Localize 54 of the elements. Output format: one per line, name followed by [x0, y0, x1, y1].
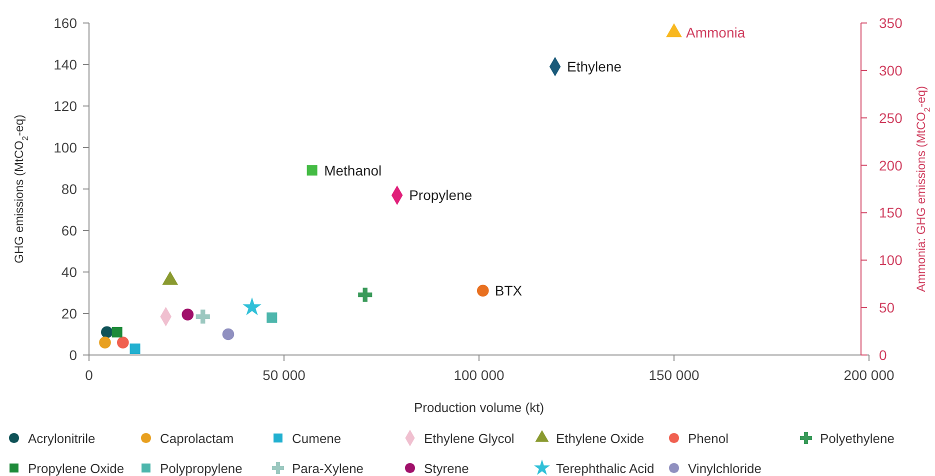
x-tick-label: 50 000 [262, 367, 306, 383]
y-tick-label: 100 [54, 140, 78, 156]
y2-tick-label: 100 [879, 252, 903, 268]
y2-tick-label: 50 [879, 300, 895, 316]
y-tick-label: 160 [54, 15, 78, 31]
point [117, 336, 129, 348]
y2-tick-label: 150 [879, 204, 903, 221]
legend-label: Ethylene Glycol [424, 431, 514, 446]
legend-label: Terephthalic Acid [556, 461, 654, 476]
y-tick-label: 140 [54, 56, 78, 72]
legend-label: Propylene Oxide [28, 461, 124, 476]
annotation: BTX [494, 282, 523, 299]
legend-label: Phenol [688, 431, 729, 446]
point [222, 328, 234, 340]
x-tick-label: 0 [85, 367, 94, 383]
legend-label: Caprolactam [160, 431, 234, 446]
point [130, 344, 140, 354]
legend-label: Vinylchloride [688, 461, 762, 476]
y2-tick-label: 300 [879, 62, 903, 78]
legend-label: Styrene [424, 461, 469, 476]
y2-tick-label: 350 [879, 15, 903, 31]
y-tick-label: 40 [61, 264, 78, 280]
point [101, 326, 113, 338]
x-tick-label: 150 000 [648, 367, 700, 383]
y2-tick-label: 0 [879, 347, 887, 363]
point [306, 165, 318, 176]
point [196, 310, 210, 324]
legend-label: Cumene [292, 431, 342, 446]
point [476, 284, 489, 297]
annotation: Ethylene [567, 58, 622, 75]
y-tick-label: 80 [61, 181, 78, 197]
legend-label: Acrylonitrile [28, 431, 96, 446]
annotation: Methanol [324, 162, 382, 178]
legend-label: Para-Xylene [292, 461, 364, 476]
point [242, 297, 262, 316]
x-axis-title: Production volume (kt) [414, 400, 544, 415]
annotation: Ammonia [686, 24, 746, 41]
point [99, 336, 111, 348]
point [358, 288, 372, 302]
annotation: Propylene [409, 187, 472, 204]
x-tick-label: 100 000 [454, 367, 505, 383]
point [182, 308, 194, 320]
y-tick-label: 120 [54, 98, 78, 114]
y-tick-label: 60 [61, 222, 78, 238]
y-tick-label: 20 [61, 306, 78, 322]
legend-label: Polypropylene [160, 461, 242, 476]
y2-tick-label: 250 [879, 110, 903, 126]
y2-tick-label: 200 [879, 157, 903, 174]
y-tick-label: 0 [69, 347, 78, 363]
point [112, 326, 122, 338]
x-tick-label: 200 000 [844, 367, 895, 383]
legend-label: Ethylene Oxide [556, 431, 644, 446]
point [266, 312, 278, 323]
legend-label: Polyethylene [820, 431, 894, 446]
